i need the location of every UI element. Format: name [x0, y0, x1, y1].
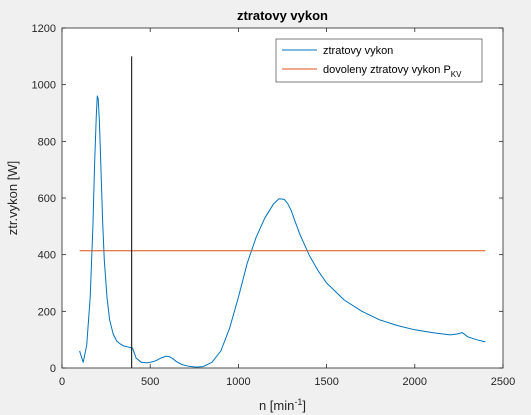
- x-tick-label: 1500: [314, 376, 338, 388]
- legend-box: [275, 38, 483, 83]
- legend-label-ztratovy-vykon: ztratovy vykon: [323, 45, 393, 57]
- legend-label-dovoleny-vykon-main: dovoleny ztratovy vykon P: [323, 64, 451, 76]
- y-tick-label: 200: [38, 306, 56, 318]
- x-axis-label: n [min-1]: [259, 397, 306, 413]
- plot-lines: [79, 56, 486, 368]
- x-tick-label: 1000: [226, 376, 250, 388]
- x-axis-label-suffix: ]: [302, 398, 306, 413]
- x-axis-label-main: n [min: [259, 398, 294, 413]
- x-tick-label: 0: [59, 376, 65, 388]
- y-tick-label: 0: [50, 363, 56, 375]
- y-tick-label: 400: [38, 250, 56, 262]
- legend-label-dovoleny-vykon: dovoleny ztratovy vykon PKV: [323, 64, 462, 79]
- y-tick-label: 1000: [32, 80, 56, 92]
- x-tick-label: 2000: [403, 376, 427, 388]
- y-tick-label: 800: [38, 136, 56, 148]
- chart-title: ztratovy vykon: [237, 8, 328, 23]
- x-axis-label-superscript: -1: [294, 397, 302, 407]
- plot-area: [62, 28, 503, 368]
- legend-label-dovoleny-vykon-subscript: KV: [451, 70, 462, 79]
- y-tick-label: 1200: [32, 23, 56, 35]
- x-tick-label: 2500: [491, 376, 515, 388]
- legend: ztratovy vykon dovoleny ztratovy vykon P…: [275, 38, 483, 83]
- x-tick-label: 500: [141, 376, 159, 388]
- y-axis-label: ztr.vykon [W]: [5, 161, 20, 235]
- series-line-0: [79, 95, 486, 368]
- y-axis-ticks: 0 200 400 600 800 1000 1200: [32, 23, 503, 375]
- y-tick-label: 600: [38, 193, 56, 205]
- x-axis-ticks: 0 500 1000 1500 2000 2500: [59, 28, 515, 388]
